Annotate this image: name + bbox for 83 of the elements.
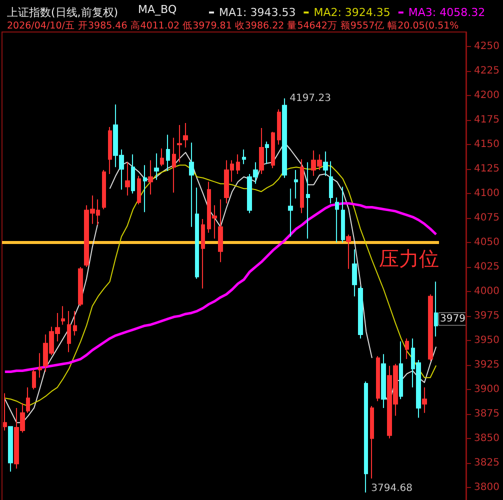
legend-label: MA3: 4058.32: [408, 6, 486, 19]
candlestick: [352, 248, 357, 297]
y-tick-label: 4050: [474, 237, 500, 248]
chart-title: 上证指数(日线,前复权): [7, 6, 118, 19]
annotation: 3794.68: [371, 482, 413, 494]
y-tick-label: 4025: [474, 261, 500, 272]
candlestick: [73, 310, 77, 336]
candlestick: [428, 294, 433, 362]
candlestick: [265, 141, 269, 165]
candlestick: [306, 162, 310, 240]
y-tick-label: 3950: [474, 334, 500, 346]
y-tick-label: 4250: [474, 41, 500, 52]
y-tick-label: 3925: [474, 359, 500, 370]
candlestick: [67, 310, 71, 353]
candlestick: [143, 164, 147, 213]
candlestick: [154, 152, 159, 180]
y-tick-label: 3850: [474, 432, 500, 444]
candlestick: [78, 266, 83, 307]
candlestick: [358, 286, 363, 339]
candlestick: [148, 160, 153, 196]
candlestick: [160, 148, 164, 167]
candlestick: [370, 406, 374, 479]
candlestick: [434, 281, 438, 337]
candlestick: [236, 154, 240, 174]
y-tick-label: 4000: [474, 286, 500, 297]
candlestick: [376, 356, 380, 402]
candlestick: [137, 175, 141, 205]
candlestick: [201, 218, 205, 290]
candlestick: [242, 148, 246, 165]
y-tick-label: 4175: [474, 114, 500, 126]
candlestick: [300, 158, 304, 214]
candlestick: [277, 108, 281, 146]
candlestick: [125, 162, 130, 196]
line-series: [4, 202, 438, 373]
candlestick: [218, 198, 223, 263]
y-tick-label: 3975: [474, 310, 500, 322]
candlestick: [364, 381, 368, 493]
candlestick: [282, 98, 287, 178]
y-tick-label: 4100: [474, 188, 500, 200]
candlestick: [26, 386, 30, 414]
candlestick: [38, 352, 42, 378]
chart-subtitle: 2026/04/10/五 开3985.46 高4011.02 低3979.81 收3986.22 量54642万 额9557亿 幅20.05(0.51%: [7, 20, 459, 32]
legend-label: MA1: 3943.53: [219, 6, 296, 19]
candlestick: [102, 170, 106, 210]
y-tick-label: 4225: [474, 66, 500, 77]
candlestick: [32, 369, 36, 390]
y-tick-label: 3800: [474, 482, 500, 493]
y-tick-label: 3825: [474, 457, 500, 468]
candlestick: [329, 160, 333, 204]
candlestick: [271, 131, 275, 169]
candlestick: [195, 187, 199, 280]
candlestick: [3, 392, 7, 431]
y-tick-label: 3875: [474, 408, 500, 420]
candlestick: [108, 126, 112, 174]
y-tick-label: 4150: [474, 139, 500, 150]
candlestick: [183, 122, 188, 148]
text: MA_BQ: [138, 3, 178, 16]
candlestick: [8, 426, 13, 472]
candlestick: [346, 234, 351, 270]
candlestick: [61, 306, 65, 326]
candlestick: [335, 196, 339, 243]
text: 3979: [440, 313, 466, 324]
y-tick-label: 4075: [474, 212, 500, 224]
annotation: 4197.23: [290, 92, 331, 104]
candlestick: [422, 386, 427, 414]
candlestick: [341, 186, 345, 243]
candlestick: [294, 170, 298, 199]
candlestick: [399, 340, 403, 400]
y-tick-label: 4200: [474, 90, 500, 102]
ref-line-label: 压力位: [379, 246, 439, 270]
candlestick: [166, 134, 170, 172]
legend-label: MA2: 3924.35: [314, 6, 390, 19]
candlestick: [189, 142, 194, 228]
candlestick: [177, 124, 182, 163]
y-tick-label: 4125: [474, 164, 500, 175]
y-tick-label: 3900: [474, 384, 500, 395]
candlestick: [381, 354, 386, 408]
candlestick: [323, 150, 328, 176]
candlestick: [131, 154, 135, 194]
candlestick: [172, 137, 176, 194]
candlestick: [288, 188, 293, 238]
candlestick: [405, 338, 409, 360]
candlestick: [259, 127, 264, 174]
